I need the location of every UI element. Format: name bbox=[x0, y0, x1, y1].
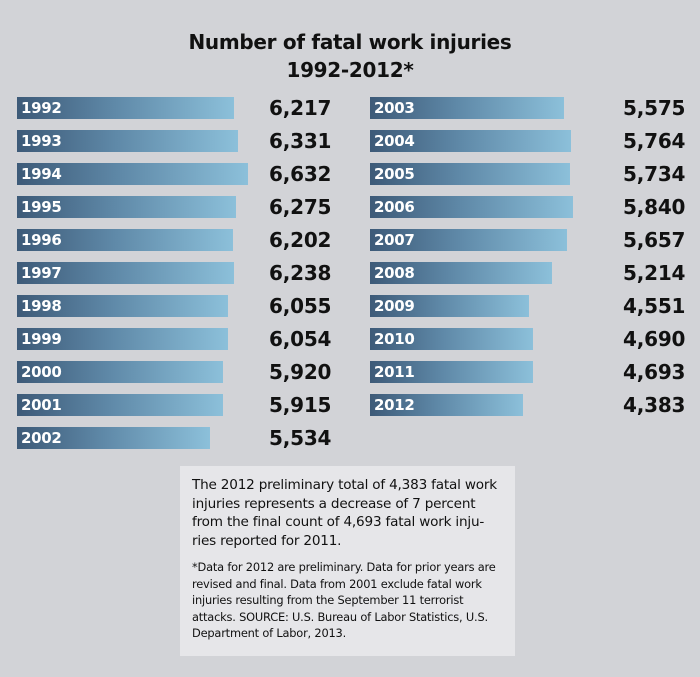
bar-1997: 1997 bbox=[17, 262, 234, 284]
value-label-2003: 5,575 bbox=[623, 96, 686, 120]
bar-1998: 1998 bbox=[17, 295, 228, 317]
chart-subtitle: 1992-2012* bbox=[286, 58, 414, 82]
bar-2005: 2005 bbox=[370, 163, 570, 185]
chart-title-block: Number of fatal work injuries 1992-2012* bbox=[0, 28, 700, 84]
value-label-2009: 4,551 bbox=[623, 294, 686, 318]
value-label-2006: 5,840 bbox=[623, 195, 686, 219]
bar-1996: 1996 bbox=[17, 229, 233, 251]
category-label-2007: 2007 bbox=[374, 231, 415, 249]
category-label-2006: 2006 bbox=[374, 198, 415, 216]
bar-1995: 1995 bbox=[17, 196, 236, 218]
value-label-1999: 6,054 bbox=[269, 327, 332, 351]
bar-2003: 2003 bbox=[370, 97, 564, 119]
bar-1994: 1994 bbox=[17, 163, 248, 185]
bar-2000: 2000 bbox=[17, 361, 223, 383]
note-summary: The 2012 preliminary total of 4,383 fata… bbox=[192, 477, 497, 549]
value-label-2002: 5,534 bbox=[269, 426, 332, 450]
note-footnote: *Data for 2012 are preliminary. Data for… bbox=[192, 560, 496, 640]
category-label-1995: 1995 bbox=[21, 198, 62, 216]
value-label-1996: 6,202 bbox=[269, 228, 332, 252]
category-label-1994: 1994 bbox=[21, 165, 62, 183]
value-label-2005: 5,734 bbox=[623, 162, 686, 186]
bar-1992: 1992 bbox=[17, 97, 234, 119]
bar-2007: 2007 bbox=[370, 229, 567, 251]
bar-1999: 1999 bbox=[17, 328, 228, 350]
category-label-2001: 2001 bbox=[21, 396, 62, 414]
value-label-1992: 6,217 bbox=[269, 96, 332, 120]
category-label-1998: 1998 bbox=[21, 297, 62, 315]
category-label-2011: 2011 bbox=[374, 363, 415, 381]
bar-2010: 2010 bbox=[370, 328, 533, 350]
category-label-2010: 2010 bbox=[374, 330, 415, 348]
category-label-2000: 2000 bbox=[21, 363, 62, 381]
bar-2004: 2004 bbox=[370, 130, 571, 152]
bar-2001: 2001 bbox=[17, 394, 223, 416]
category-label-2005: 2005 bbox=[374, 165, 415, 183]
category-label-1996: 1996 bbox=[21, 231, 62, 249]
category-label-2008: 2008 bbox=[374, 264, 415, 282]
value-label-2007: 5,657 bbox=[623, 228, 686, 252]
value-label-2011: 4,693 bbox=[623, 360, 686, 384]
value-label-2010: 4,690 bbox=[623, 327, 686, 351]
value-label-1993: 6,331 bbox=[269, 129, 332, 153]
chart-title: Number of fatal work injuries bbox=[188, 30, 512, 54]
category-label-2003: 2003 bbox=[374, 99, 415, 117]
value-label-1998: 6,055 bbox=[269, 294, 332, 318]
value-label-2000: 5,920 bbox=[269, 360, 332, 384]
bar-2006: 2006 bbox=[370, 196, 573, 218]
category-label-1997: 1997 bbox=[21, 264, 62, 282]
value-label-2012: 4,383 bbox=[623, 393, 686, 417]
value-label-1997: 6,238 bbox=[269, 261, 332, 285]
value-label-1995: 6,275 bbox=[269, 195, 332, 219]
category-label-2002: 2002 bbox=[21, 429, 62, 447]
category-label-1999: 1999 bbox=[21, 330, 62, 348]
value-label-2004: 5,764 bbox=[623, 129, 686, 153]
category-label-2004: 2004 bbox=[374, 132, 415, 150]
bar-2008: 2008 bbox=[370, 262, 552, 284]
bar-2011: 2011 bbox=[370, 361, 533, 383]
value-label-2008: 5,214 bbox=[623, 261, 686, 285]
category-label-1992: 1992 bbox=[21, 99, 62, 117]
bar-2002: 2002 bbox=[17, 427, 210, 449]
bar-2009: 2009 bbox=[370, 295, 529, 317]
bar-2012: 2012 bbox=[370, 394, 523, 416]
value-label-1994: 6,632 bbox=[269, 162, 332, 186]
value-label-2001: 5,915 bbox=[269, 393, 332, 417]
bar-1993: 1993 bbox=[17, 130, 238, 152]
category-label-1993: 1993 bbox=[21, 132, 62, 150]
category-label-2009: 2009 bbox=[374, 297, 415, 315]
category-label-2012: 2012 bbox=[374, 396, 415, 414]
note-box: The 2012 preliminary total of 4,383 fata… bbox=[180, 466, 515, 656]
